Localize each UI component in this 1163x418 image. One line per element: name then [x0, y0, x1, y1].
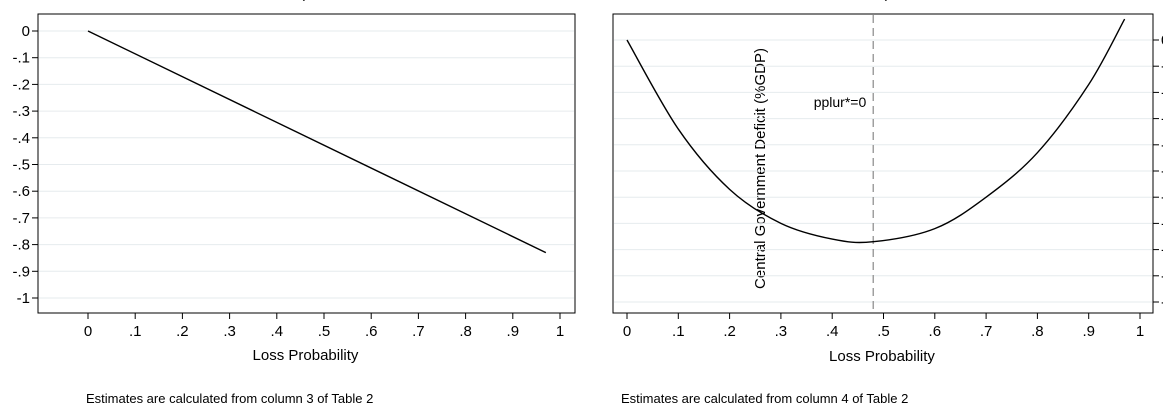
right-xtick-label: 0 [623, 323, 631, 340]
right-chart-title-fragment: ( , [882, 0, 895, 2]
right-chart-xlabel: Loss Probability [829, 348, 935, 365]
right-xtick-label: .9 [1082, 323, 1095, 340]
right-xtick-label: .2 [723, 323, 736, 340]
left-chart: ( , Loss Probability Estimates are calcu… [12, 0, 576, 406]
left-chart-title-fragment: ( , [300, 0, 313, 2]
right-ytick-label: 0 [1161, 32, 1163, 49]
left-xtick-label: .8 [459, 323, 472, 340]
right-ytick-label: -.9 [1161, 268, 1163, 285]
right-ytick-label: -1 [1161, 294, 1163, 311]
right-xtick-label: .8 [1031, 323, 1044, 340]
left-ytick-label: -.4 [12, 130, 30, 147]
left-chart-xlabel: Loss Probability [253, 347, 359, 364]
left-xtick-label: .1 [129, 323, 142, 340]
right-ytick-label: -.8 [1161, 242, 1163, 259]
left-xtick-label: .7 [412, 323, 425, 340]
right-ytick-label: -.5 [1161, 163, 1163, 180]
left-ytick-label: -.3 [12, 103, 30, 120]
left-xtick-label: .2 [176, 323, 189, 340]
left-xtick-label: 1 [556, 323, 564, 340]
right-xtick-label: .1 [672, 323, 685, 340]
right-xtick-label: .3 [775, 323, 788, 340]
right-ytick-label: -.6 [1161, 189, 1163, 206]
right-chart-note: Estimates are calculated from column 4 o… [621, 391, 908, 406]
right-ytick-label: -.4 [1161, 137, 1163, 154]
left-ytick-label: -.2 [12, 76, 30, 93]
left-ytick-label: -.5 [12, 157, 30, 174]
right-ytick-label: -.7 [1161, 215, 1163, 232]
left-ytick-label: 0 [22, 23, 30, 40]
right-xtick-label: .5 [877, 323, 890, 340]
left-chart-note: Estimates are calculated from column 3 o… [86, 391, 373, 406]
left-ytick-label: -.8 [12, 237, 30, 254]
left-ytick-label: -.6 [12, 183, 30, 200]
left-xtick-label: .5 [318, 323, 331, 340]
right-xtick-label: .4 [826, 323, 839, 340]
left-plot-frame [37, 13, 576, 314]
left-ytick-label: -.9 [12, 263, 30, 280]
right-series-line [626, 18, 1126, 244]
left-xtick-label: .3 [223, 323, 236, 340]
right-xtick-label: .6 [929, 323, 942, 340]
right-ytick-label: -.2 [1161, 84, 1163, 101]
right-chart-ylabel: Central Government Deficit (%GDP) [752, 48, 769, 289]
left-xtick-label: 0 [84, 323, 92, 340]
left-series-line [87, 30, 547, 254]
right-ytick-label: -.3 [1161, 111, 1163, 128]
left-ytick-label: -.7 [12, 210, 30, 227]
right-xtick-label: .7 [980, 323, 993, 340]
right-ytick-label: -.1 [1161, 58, 1163, 75]
left-ytick-label: -.1 [12, 50, 30, 67]
right-chart: ( , Loss Probability Central Government … [612, 0, 1163, 406]
left-ytick-label: -1 [17, 290, 30, 307]
right-plot-frame [612, 13, 1154, 314]
left-xtick-label: .9 [507, 323, 520, 340]
left-xtick-label: .6 [365, 323, 378, 340]
left-xtick-label: .4 [271, 323, 284, 340]
vline-label: pplur*=0 [814, 94, 867, 110]
right-xtick-label: 1 [1136, 323, 1144, 340]
